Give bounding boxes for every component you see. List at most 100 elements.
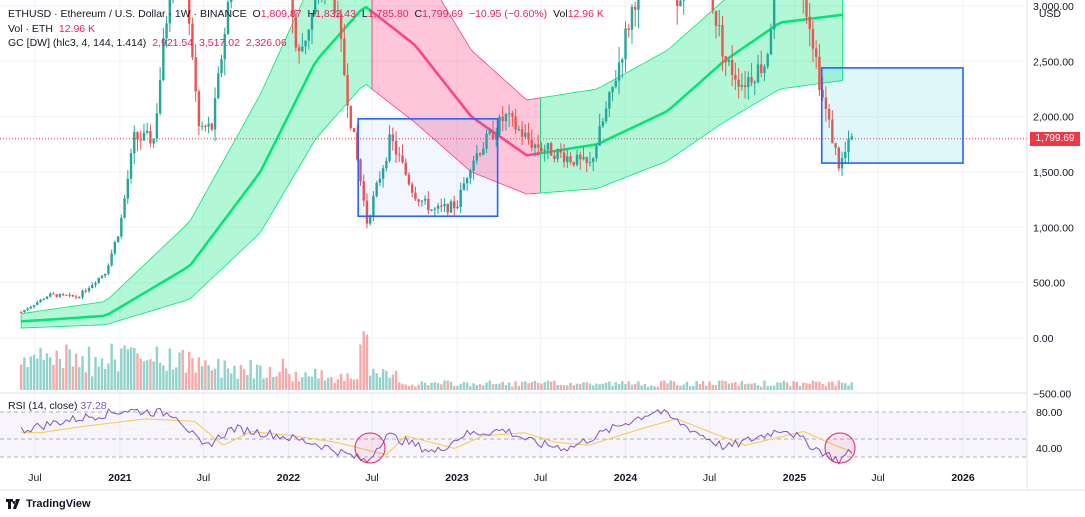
volume-bar <box>524 381 527 390</box>
price-axis[interactable]: 5,500.005,000.004,500.004,000.003,500.00… <box>1033 0 1074 455</box>
candle-body <box>847 139 850 153</box>
candle-body <box>414 192 417 200</box>
volume-bar <box>178 352 181 390</box>
candle-body <box>456 206 459 209</box>
candle-body <box>721 25 724 57</box>
candle-body <box>356 132 359 160</box>
volume-bar <box>411 384 414 390</box>
rsi-pane <box>0 407 1027 465</box>
candle-body <box>194 57 197 92</box>
candle-body <box>394 140 398 155</box>
candle-body <box>74 296 78 298</box>
candle-body <box>517 129 521 131</box>
volume-bar <box>569 382 572 390</box>
rsi-tick-label: 40.00 <box>1036 443 1062 455</box>
volume-bar <box>123 345 126 390</box>
candle-body <box>850 136 853 140</box>
candle-body <box>346 74 349 106</box>
volume-bar <box>604 382 608 390</box>
candle-body <box>197 91 201 127</box>
volume-indicator-value: 12.96 K <box>58 23 96 35</box>
volume-bar <box>19 364 23 390</box>
volume-bar <box>188 351 191 390</box>
candle-body <box>375 182 378 197</box>
time-axis[interactable]: Jul 2021 Jul 2022 Jul 2023 Jul 2024 Jul 2025 Jul 20… <box>28 472 975 484</box>
volume-bar <box>42 359 45 390</box>
candle-body <box>339 13 343 39</box>
volume-bar <box>595 383 598 390</box>
candle-body <box>766 54 769 67</box>
volume-bar <box>747 383 750 390</box>
candle-body <box>420 200 424 202</box>
candle-body <box>168 0 172 24</box>
volume-bar <box>440 384 443 390</box>
candle-body <box>217 73 220 99</box>
rsi-label[interactable]: RSI (14, close) <box>8 400 78 412</box>
tradingview-logo-text: TradingView <box>26 498 91 510</box>
volume-bar <box>504 385 508 390</box>
candle-body <box>191 23 194 58</box>
rsi-ma-line <box>21 418 852 456</box>
candle-body <box>585 157 588 163</box>
candle-body <box>368 215 372 224</box>
volume-bar <box>469 386 472 390</box>
candle-body <box>514 116 517 130</box>
open-label: O <box>252 8 261 20</box>
volume-bar <box>149 359 152 390</box>
volume-bar <box>514 381 517 390</box>
candle-body <box>446 204 449 213</box>
candle-body <box>611 86 614 93</box>
symbol-name[interactable]: ETHUSD · Ethereum / U.S. Dollar · 1W · B… <box>8 8 247 20</box>
gc-indicator-label[interactable]: GC [DW] (hlc3, 4, 144, 1.414) <box>8 37 147 49</box>
volume-bar <box>36 358 39 390</box>
volume-bar <box>110 343 113 390</box>
time-tick-label: Jul <box>365 472 378 484</box>
candle-body <box>97 277 100 283</box>
candle-body <box>407 174 411 185</box>
volume-bar <box>129 347 133 390</box>
volume-bar <box>175 367 178 390</box>
volume-bar <box>672 381 676 390</box>
candle-body <box>827 108 831 120</box>
volume-bar <box>65 344 68 390</box>
volume-bar <box>388 377 391 390</box>
candle-body <box>763 66 766 73</box>
volume-bar <box>446 380 449 390</box>
volume-bar <box>107 363 110 390</box>
volume-bar <box>217 358 220 390</box>
volume-bar <box>352 379 356 390</box>
candle-body <box>462 183 466 190</box>
volume-bar <box>336 379 340 390</box>
candle-body <box>401 155 404 163</box>
candle-body <box>142 132 146 141</box>
volume-bar <box>676 385 679 390</box>
candle-body <box>430 209 433 211</box>
tradingview-logo[interactable]: TradingView <box>6 498 91 510</box>
volume-bar <box>608 381 611 390</box>
volume-bar <box>779 382 782 390</box>
volume-bar <box>818 381 821 390</box>
volume-bar <box>443 380 446 390</box>
volume-bar <box>320 370 323 390</box>
candle-body <box>314 0 317 14</box>
candle-body <box>679 0 682 7</box>
volume-bar <box>724 380 727 390</box>
volume-bar <box>165 370 168 390</box>
volume-bar <box>368 375 372 390</box>
candle-body <box>304 40 307 47</box>
rsi-value: 37.28 <box>80 400 107 412</box>
candle-body <box>676 0 679 7</box>
volume-indicator-label[interactable]: Vol · ETH <box>8 23 53 35</box>
volume-bar <box>304 372 307 390</box>
candle-body <box>404 162 407 175</box>
green-band-1-mid-line <box>21 5 373 323</box>
volume-bar <box>449 381 453 390</box>
currency-label[interactable]: USD <box>1038 8 1061 20</box>
volume-bar <box>184 372 188 390</box>
volume-bar <box>207 365 210 390</box>
volume-bar <box>495 384 498 390</box>
candle-body <box>226 2 230 35</box>
candle-body <box>718 25 721 27</box>
time-tick-label: 2023 <box>445 472 469 484</box>
